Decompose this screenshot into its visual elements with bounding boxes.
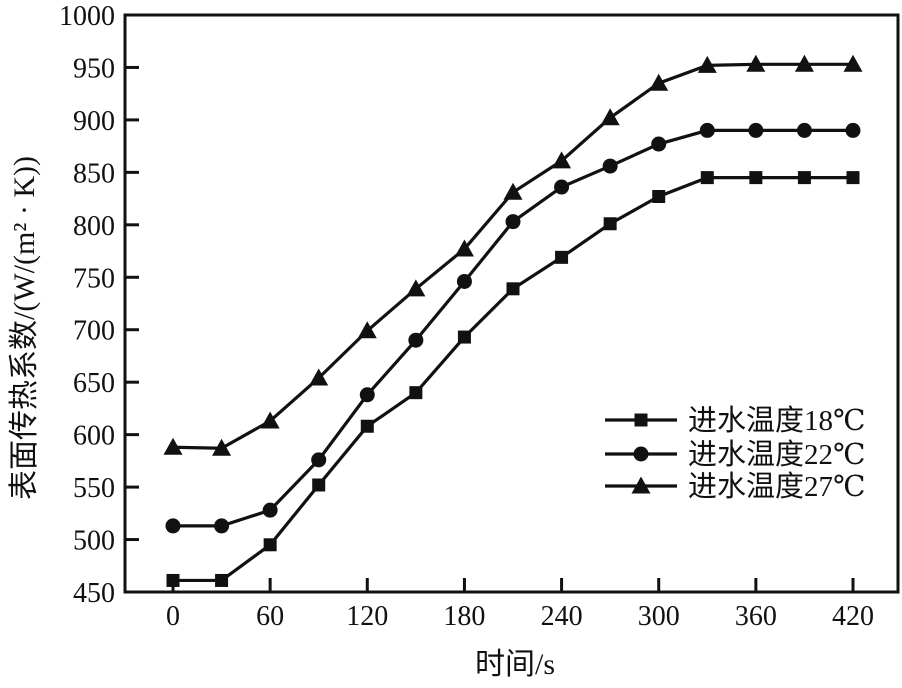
x-tick-label: 120 bbox=[346, 601, 388, 632]
circle-marker-icon bbox=[311, 452, 327, 468]
x-tick-label: 180 bbox=[443, 601, 485, 632]
circle-marker-icon bbox=[748, 122, 764, 138]
triangle-marker-icon bbox=[746, 54, 766, 72]
circle-marker-icon bbox=[651, 136, 667, 152]
triangle-marker-icon bbox=[406, 279, 426, 297]
circle-marker-icon bbox=[845, 122, 861, 138]
triangle-marker-icon bbox=[163, 437, 183, 455]
circle-marker-icon bbox=[165, 518, 181, 534]
square-marker-icon bbox=[652, 189, 666, 203]
y-tick-label: 700 bbox=[73, 316, 115, 347]
y-tick-label: 950 bbox=[73, 53, 115, 84]
series-line bbox=[173, 176, 853, 583]
triangle-marker-icon bbox=[212, 438, 232, 456]
square-marker-icon bbox=[555, 250, 569, 264]
x-tick-label: 420 bbox=[832, 601, 874, 632]
legend-triangle-marker-icon bbox=[631, 476, 651, 494]
y-axis-label: 表面传热系数/(W/(m² · K)) bbox=[8, 156, 41, 500]
y-tick-label: 800 bbox=[73, 211, 115, 242]
plot-area: 450 500 550 600 650 700 750 800 850 900 950 1000 0 60… bbox=[59, 1, 900, 632]
x-tick-label: 60 bbox=[256, 601, 284, 632]
series-circle bbox=[165, 122, 861, 534]
circle-marker-icon bbox=[408, 332, 424, 348]
circle-marker-icon bbox=[554, 179, 570, 195]
triangle-marker-icon bbox=[552, 151, 572, 169]
triangle-marker-icon bbox=[454, 239, 474, 257]
y-tick-label: 650 bbox=[73, 368, 115, 399]
circle-marker-icon bbox=[262, 502, 278, 518]
y-tick-label: 450 bbox=[73, 578, 115, 609]
triangle-marker-icon bbox=[357, 321, 377, 339]
square-marker-icon bbox=[215, 573, 229, 587]
triangle-marker-icon bbox=[309, 368, 329, 386]
y-tick-label: 550 bbox=[73, 473, 115, 504]
square-marker-icon bbox=[846, 171, 860, 185]
series-line bbox=[172, 62, 853, 450]
square-marker-icon bbox=[797, 171, 811, 185]
y-tick-label: 1000 bbox=[59, 1, 115, 32]
triangle-marker-icon bbox=[260, 411, 280, 429]
square-marker-icon bbox=[312, 478, 326, 492]
legend-label: 进水温度22℃ bbox=[688, 438, 865, 471]
square-marker-icon bbox=[700, 171, 714, 185]
square-marker-icon bbox=[749, 171, 763, 185]
triangle-marker-icon bbox=[794, 54, 814, 72]
y-tick-label: 750 bbox=[73, 263, 115, 294]
circle-marker-icon bbox=[505, 214, 521, 230]
circle-marker-icon bbox=[699, 122, 715, 138]
triangle-marker-icon bbox=[843, 54, 863, 72]
x-tick-label: 240 bbox=[541, 601, 583, 632]
legend-square-marker-icon bbox=[634, 413, 648, 427]
circle-marker-icon bbox=[359, 387, 375, 403]
triangle-marker-icon bbox=[697, 55, 717, 73]
x-tick-label: 360 bbox=[735, 601, 777, 632]
circle-marker-icon bbox=[796, 122, 812, 138]
legend-label: 进水温度18℃ bbox=[688, 404, 865, 437]
circle-marker-icon bbox=[602, 158, 618, 174]
plot-frame bbox=[123, 13, 900, 594]
triangle-marker-icon bbox=[503, 182, 523, 200]
square-marker-icon bbox=[263, 538, 277, 552]
square-marker-icon bbox=[506, 282, 520, 296]
circle-marker-icon bbox=[456, 273, 472, 289]
series-square bbox=[166, 171, 860, 587]
square-marker-icon bbox=[166, 573, 180, 587]
square-marker-icon bbox=[360, 419, 374, 433]
triangle-marker-icon bbox=[649, 73, 669, 91]
series-triangle bbox=[163, 54, 863, 456]
x-tick-label: 0 bbox=[166, 601, 180, 632]
y-tick-label: 600 bbox=[73, 421, 115, 452]
legend-label: 进水温度27℃ bbox=[688, 470, 865, 503]
y-tick-label: 900 bbox=[73, 106, 115, 137]
y-tick-label: 850 bbox=[73, 158, 115, 189]
x-tick-label: 300 bbox=[638, 601, 680, 632]
circle-marker-icon bbox=[214, 518, 230, 534]
legend-item-triangle: 进水温度27℃ bbox=[605, 470, 865, 503]
y-tick-label: 500 bbox=[73, 526, 115, 557]
square-marker-icon bbox=[409, 386, 423, 400]
triangle-marker-icon bbox=[600, 108, 620, 126]
legend-item-circle: 进水温度22℃ bbox=[605, 438, 865, 471]
legend-item-square: 进水温度18℃ bbox=[605, 404, 865, 437]
square-marker-icon bbox=[457, 330, 471, 344]
x-axis-label: 时间/s bbox=[475, 648, 555, 681]
legend-circle-marker-icon bbox=[633, 446, 649, 462]
square-marker-icon bbox=[603, 217, 617, 231]
